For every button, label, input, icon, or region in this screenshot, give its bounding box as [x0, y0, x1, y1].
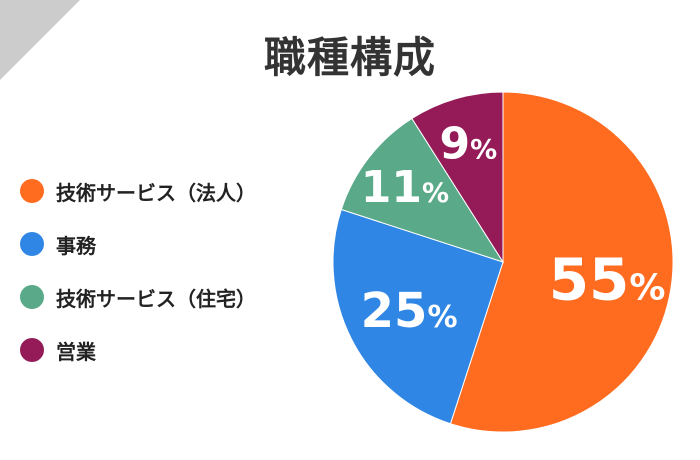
- legend-label: 技術サービス（住宅）: [56, 286, 256, 311]
- slice-value-label: 11%: [361, 162, 449, 213]
- corner-decoration: [0, 0, 80, 80]
- legend-swatch: [20, 285, 44, 309]
- slice-value-label: 25%: [361, 283, 458, 339]
- legend-item: 事務: [20, 231, 256, 258]
- pie-slice: [340, 117, 505, 263]
- legend-label: 技術サービス（法人）: [56, 180, 256, 205]
- legend-item: 技術サービス（住宅）: [20, 284, 256, 311]
- legend-swatch: [20, 232, 44, 256]
- legend-label: 事務: [56, 233, 96, 258]
- pie-slice: [411, 91, 504, 264]
- pie-slice: [332, 208, 504, 425]
- legend-label: 営業: [56, 339, 96, 364]
- legend-swatch: [20, 338, 44, 362]
- chart-title: 職種構成: [263, 33, 436, 82]
- slice-value-label: 55%: [549, 245, 666, 313]
- legend: 技術サービス（法人） 事務 技術サービス（住宅） 営業: [20, 178, 256, 390]
- legend-item: 技術サービス（法人）: [20, 178, 256, 205]
- slice-value-label: 9%: [440, 119, 498, 170]
- pie-slice: [449, 91, 674, 433]
- legend-swatch: [20, 179, 44, 203]
- legend-item: 営業: [20, 337, 256, 364]
